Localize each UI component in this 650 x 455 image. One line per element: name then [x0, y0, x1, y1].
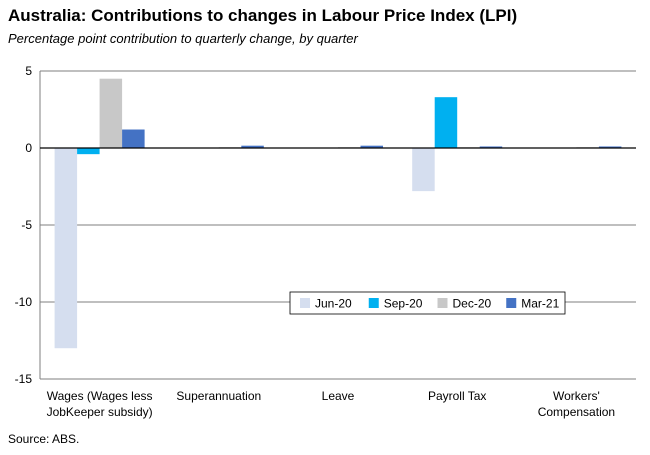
bar: [412, 148, 435, 192]
category-label: Leave: [322, 389, 355, 403]
category-label: Payroll Tax: [428, 389, 486, 403]
y-tick-label: -10: [15, 295, 33, 309]
bar: [54, 148, 78, 349]
source-note: Source: ABS.: [8, 432, 80, 446]
bar: [434, 97, 458, 148]
legend-swatch: [300, 298, 310, 308]
bar: [77, 148, 100, 155]
legend-label: Dec-20: [453, 297, 492, 311]
y-tick-label: -5: [21, 218, 32, 232]
bar: [122, 129, 145, 148]
legend-swatch: [368, 298, 379, 308]
legend-label: Jun-20: [315, 297, 352, 311]
chart-title: Australia: Contributions to changes in L…: [8, 6, 518, 25]
bar: [360, 145, 383, 148]
y-tick-label: 0: [25, 141, 32, 155]
legend-label: Sep-20: [384, 297, 423, 311]
category-label: JobKeeper subsidy): [47, 405, 153, 419]
y-tick-label: 5: [25, 64, 32, 78]
category-label: Workers': [553, 389, 600, 403]
y-tick-label: -15: [15, 372, 33, 386]
category-label: Superannuation: [176, 389, 261, 403]
legend-swatch: [506, 298, 517, 308]
bar: [598, 146, 622, 148]
category-label: Compensation: [538, 405, 615, 419]
category-label: Wages (Wages less: [47, 389, 153, 403]
legend-label: Mar-21: [521, 297, 559, 311]
legend-swatch: [437, 298, 448, 308]
bar: [479, 146, 503, 148]
legend-box: [289, 291, 566, 315]
chart-subtitle: Percentage point contribution to quarter…: [8, 31, 358, 46]
bar: [241, 145, 264, 148]
bar: [99, 78, 123, 148]
